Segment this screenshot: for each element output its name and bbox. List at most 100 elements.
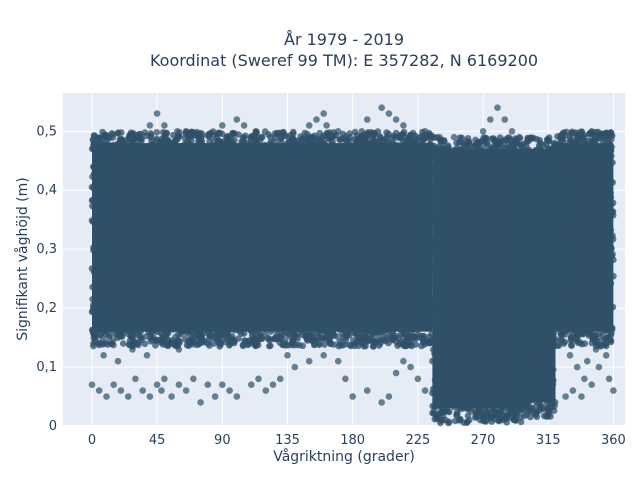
- data-point: [554, 226, 562, 234]
- data-point: [519, 209, 526, 217]
- data-point: [91, 170, 98, 177]
- data-point: [552, 145, 559, 153]
- data-point: [244, 139, 252, 147]
- data-point: [258, 133, 266, 141]
- data-point: [152, 342, 159, 349]
- data-point: [274, 325, 282, 333]
- data-point: [108, 143, 116, 150]
- data-point: [319, 133, 326, 141]
- data-point: [545, 396, 553, 403]
- data-point: [560, 129, 567, 137]
- data-point: [436, 133, 443, 141]
- x-tick-label: 0: [88, 433, 96, 448]
- data-point: [432, 396, 439, 404]
- data-point: [430, 236, 437, 244]
- data-point: [371, 338, 379, 345]
- data-point: [453, 411, 461, 418]
- data-point: [458, 134, 466, 142]
- data-point: [605, 375, 613, 383]
- data-point: [519, 365, 526, 373]
- data-point: [159, 334, 167, 341]
- data-point: [412, 139, 420, 147]
- data-point: [437, 408, 445, 415]
- data-point: [418, 141, 426, 148]
- data-point: [514, 405, 521, 413]
- data-point: [609, 303, 617, 311]
- data-point: [500, 150, 508, 158]
- data-point: [455, 404, 463, 411]
- x-tick-label: 45: [149, 433, 166, 448]
- data-point: [548, 290, 555, 297]
- data-point: [114, 129, 122, 136]
- data-point: [210, 334, 218, 341]
- data-point: [487, 116, 494, 123]
- data-point: [115, 143, 123, 151]
- data-point: [446, 418, 453, 426]
- data-point: [569, 387, 577, 394]
- data-point: [277, 375, 284, 383]
- data-point: [262, 387, 270, 394]
- data-point: [526, 174, 534, 182]
- data-point: [607, 178, 615, 185]
- data-point: [582, 325, 590, 333]
- data-point: [555, 178, 563, 185]
- x-tick-label: 225: [405, 433, 430, 448]
- data-point: [214, 338, 222, 346]
- data-point: [472, 144, 480, 151]
- data-point: [229, 129, 236, 137]
- data-point: [163, 328, 171, 336]
- data-point: [321, 341, 328, 348]
- data-point: [252, 331, 260, 339]
- data-point: [215, 129, 222, 137]
- data-point: [588, 339, 596, 347]
- data-point: [530, 134, 537, 142]
- data-point: [597, 343, 605, 350]
- data-point: [353, 339, 361, 346]
- data-point: [185, 140, 192, 148]
- data-point: [591, 143, 598, 150]
- data-point: [255, 375, 262, 383]
- data-point: [566, 352, 574, 359]
- data-point: [304, 138, 311, 146]
- data-point: [480, 134, 488, 141]
- data-point: [369, 138, 377, 145]
- data-point: [445, 408, 453, 416]
- data-point: [568, 143, 575, 151]
- data-point: [568, 335, 575, 342]
- data-point: [518, 308, 526, 315]
- data-point: [501, 404, 508, 412]
- data-point: [284, 352, 291, 359]
- data-point: [578, 393, 585, 400]
- data-point: [527, 324, 534, 332]
- data-point: [163, 129, 171, 137]
- y-tick-label: 0: [49, 419, 57, 434]
- data-point: [525, 244, 532, 252]
- data-point: [610, 387, 617, 394]
- data-point: [198, 137, 206, 145]
- data-point: [581, 375, 588, 383]
- data-point: [385, 339, 392, 347]
- data-point: [553, 265, 561, 272]
- data-point: [103, 131, 110, 139]
- data-point: [240, 122, 248, 129]
- data-point: [609, 235, 617, 243]
- data-point: [552, 337, 559, 344]
- data-point: [96, 340, 104, 347]
- data-point: [418, 342, 425, 350]
- data-point: [460, 146, 468, 153]
- data-point: [221, 141, 228, 148]
- data-point: [554, 250, 561, 258]
- data-point: [508, 128, 516, 135]
- chart-title-line1: År 1979 - 2019: [284, 30, 404, 49]
- data-point: [92, 237, 99, 245]
- data-point: [304, 335, 311, 343]
- data-point: [421, 128, 429, 135]
- data-point: [189, 129, 196, 136]
- data-point: [311, 336, 318, 344]
- data-point: [175, 346, 183, 353]
- data-point: [412, 132, 419, 140]
- data-point: [105, 333, 113, 341]
- data-point: [92, 146, 100, 153]
- data-point: [385, 140, 392, 147]
- data-point: [527, 290, 534, 297]
